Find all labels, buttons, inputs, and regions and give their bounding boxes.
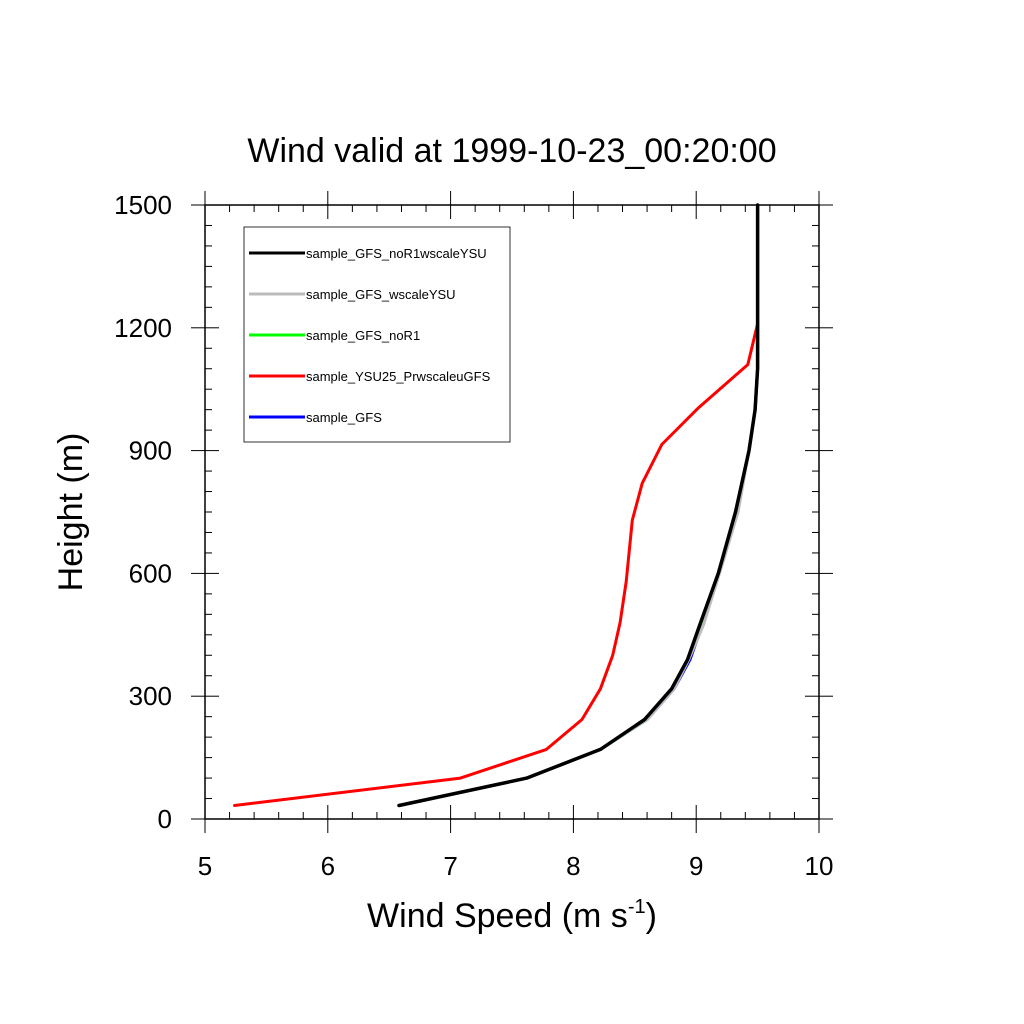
legend-label: sample_GFS: [306, 410, 382, 425]
legend-items: sample_GFS_noR1wscaleYSU sample_GFS_wscal…: [249, 246, 491, 425]
x-axis-label: Wind Speed (m s-1): [367, 896, 657, 935]
x-tick-label: 9: [689, 851, 703, 881]
plot-frame: [204, 204, 820, 820]
y-tick-label: 1200: [114, 313, 172, 343]
x-tick-label: 6: [321, 851, 335, 881]
chart-title: Wind valid at 1999-10-23_00:20:00: [247, 132, 776, 170]
legend-label: sample_YSU25_PrwscaleuGFS: [306, 369, 491, 384]
legend-label: sample_GFS_noR1wscaleYSU: [306, 246, 487, 261]
x-tick-label: 10: [805, 851, 834, 881]
legend-item: sample_GFS_noR1wscaleYSU: [249, 246, 487, 261]
series-lines: [233, 203, 760, 808]
series-line-sample_YSU25_PrwscaleuGFS: [233, 322, 760, 807]
legend-label: sample_GFS_wscaleYSU: [306, 287, 456, 302]
series-line-sample_GFS_noR1wscaleYSU: [397, 203, 760, 808]
y-tick-labels: 0 300 600 900 1200 1500: [114, 190, 172, 834]
y-tick-label: 300: [129, 681, 172, 711]
legend-item: sample_YSU25_PrwscaleuGFS: [249, 369, 491, 384]
legend-item: sample_GFS_wscaleYSU: [249, 287, 456, 302]
x-tick-label: 8: [566, 851, 580, 881]
y-tick-label: 600: [129, 558, 172, 588]
legend: sample_GFS_noR1wscaleYSU sample_GFS_wscal…: [243, 226, 511, 443]
legend-item: sample_GFS: [249, 410, 382, 425]
x-tick-label: 5: [198, 851, 212, 881]
legend-label: sample_GFS_noR1: [306, 328, 420, 343]
legend-item: sample_GFS_noR1: [249, 328, 420, 343]
y-tick-label: 1500: [114, 190, 172, 220]
x-tick-label: 7: [443, 851, 457, 881]
y-axis-label: Height (m): [52, 433, 90, 592]
x-tick-labels: 5 6 7 8 9 10: [198, 851, 834, 881]
y-tick-label: 900: [129, 436, 172, 466]
y-tick-label: 0: [158, 804, 172, 834]
